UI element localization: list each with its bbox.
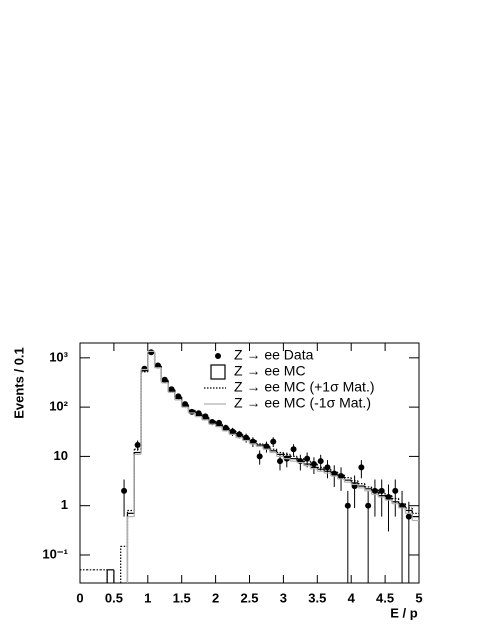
data-point <box>344 502 351 509</box>
y-axis-label: Events / 0.1 <box>11 347 26 419</box>
data-point <box>202 413 209 420</box>
data-point <box>358 464 365 471</box>
data-point <box>304 455 311 462</box>
data-point <box>270 438 277 445</box>
x-tick-label: 3.5 <box>308 590 326 605</box>
x-tick-label: 1 <box>144 590 151 605</box>
legend-label: Z → ee MC <box>234 363 306 379</box>
data-point <box>378 487 385 494</box>
x-tick-label: 3 <box>280 590 287 605</box>
x-tick-label: 0 <box>76 590 83 605</box>
x-tick-label: 0.5 <box>105 590 123 605</box>
legend-marker <box>210 364 226 380</box>
data-point <box>209 418 216 425</box>
data-point <box>121 487 128 494</box>
y-tick-label: 10² <box>49 399 68 414</box>
data-point <box>371 487 378 494</box>
y-tick-label: 10⁻¹ <box>42 546 68 561</box>
x-tick-label: 4 <box>348 590 356 605</box>
y-tick-label: 10³ <box>49 349 68 364</box>
x-tick-label: 2.5 <box>240 590 258 605</box>
data-point <box>215 419 222 426</box>
data-point <box>256 453 263 460</box>
x-tick-label: 2 <box>212 590 219 605</box>
y-tick-label: 1 <box>61 497 68 512</box>
x-tick-label: 1.5 <box>173 590 191 605</box>
data-point <box>317 458 324 465</box>
data-point <box>290 446 297 453</box>
x-tick-label: 4.5 <box>376 590 394 605</box>
data-point <box>405 513 412 520</box>
data-point <box>385 494 392 501</box>
data-point <box>324 464 331 471</box>
data-point <box>277 458 284 465</box>
data-point <box>134 442 141 449</box>
x-axis-label: E / p <box>390 605 418 620</box>
legend-label: Z → ee Data <box>234 347 314 363</box>
data-point <box>229 428 236 435</box>
legend-label: Z → ee MC (-1σ Mat.) <box>234 395 371 411</box>
data-point <box>338 473 345 480</box>
legend-marker <box>215 353 221 359</box>
x-tick-label: 5 <box>415 590 422 605</box>
y-tick-label: 10 <box>54 448 68 463</box>
data-point <box>365 502 372 509</box>
data-point <box>392 487 399 494</box>
legend-label: Z → ee MC (+1σ Mat.) <box>234 379 375 395</box>
